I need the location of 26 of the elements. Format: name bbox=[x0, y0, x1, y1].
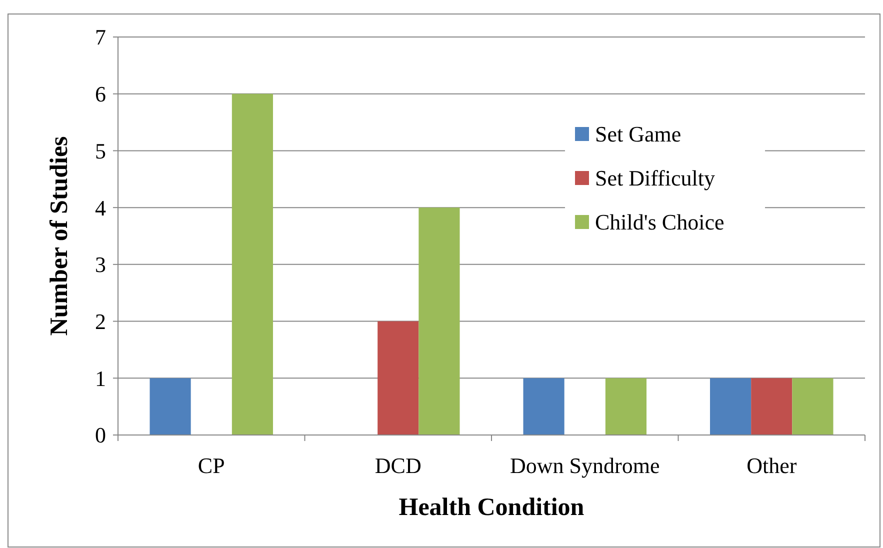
y-tick-label: 2 bbox=[95, 308, 106, 334]
y-tick-label: 0 bbox=[95, 422, 106, 448]
y-tick-label: 5 bbox=[95, 138, 106, 164]
x-axis-title: Health Condition bbox=[398, 494, 584, 521]
bar bbox=[792, 378, 834, 435]
bar bbox=[751, 378, 792, 435]
y-tick-label: 3 bbox=[95, 252, 106, 278]
x-tick-label: CP bbox=[198, 453, 225, 478]
y-tick-label: 1 bbox=[95, 366, 106, 391]
bar bbox=[418, 208, 460, 435]
y-tick-label: 7 bbox=[95, 24, 106, 50]
bar bbox=[605, 378, 646, 435]
bar bbox=[710, 378, 752, 435]
y-tick-label: 6 bbox=[95, 82, 106, 107]
legend-label: Set Difficulty bbox=[595, 166, 715, 191]
legend-label: Set Game bbox=[595, 122, 682, 147]
x-tick-label: Down Syndrome bbox=[510, 453, 660, 478]
y-tick-label: 4 bbox=[95, 195, 106, 220]
x-tick-label: DCD bbox=[374, 453, 422, 478]
bar bbox=[378, 321, 419, 435]
legend-label: Child's Choice bbox=[595, 210, 724, 235]
bar bbox=[523, 378, 564, 435]
y-axis-title: Number of Studies bbox=[46, 136, 73, 336]
x-tick-label: Other bbox=[746, 453, 798, 478]
bar bbox=[150, 378, 191, 435]
bar bbox=[232, 94, 273, 435]
